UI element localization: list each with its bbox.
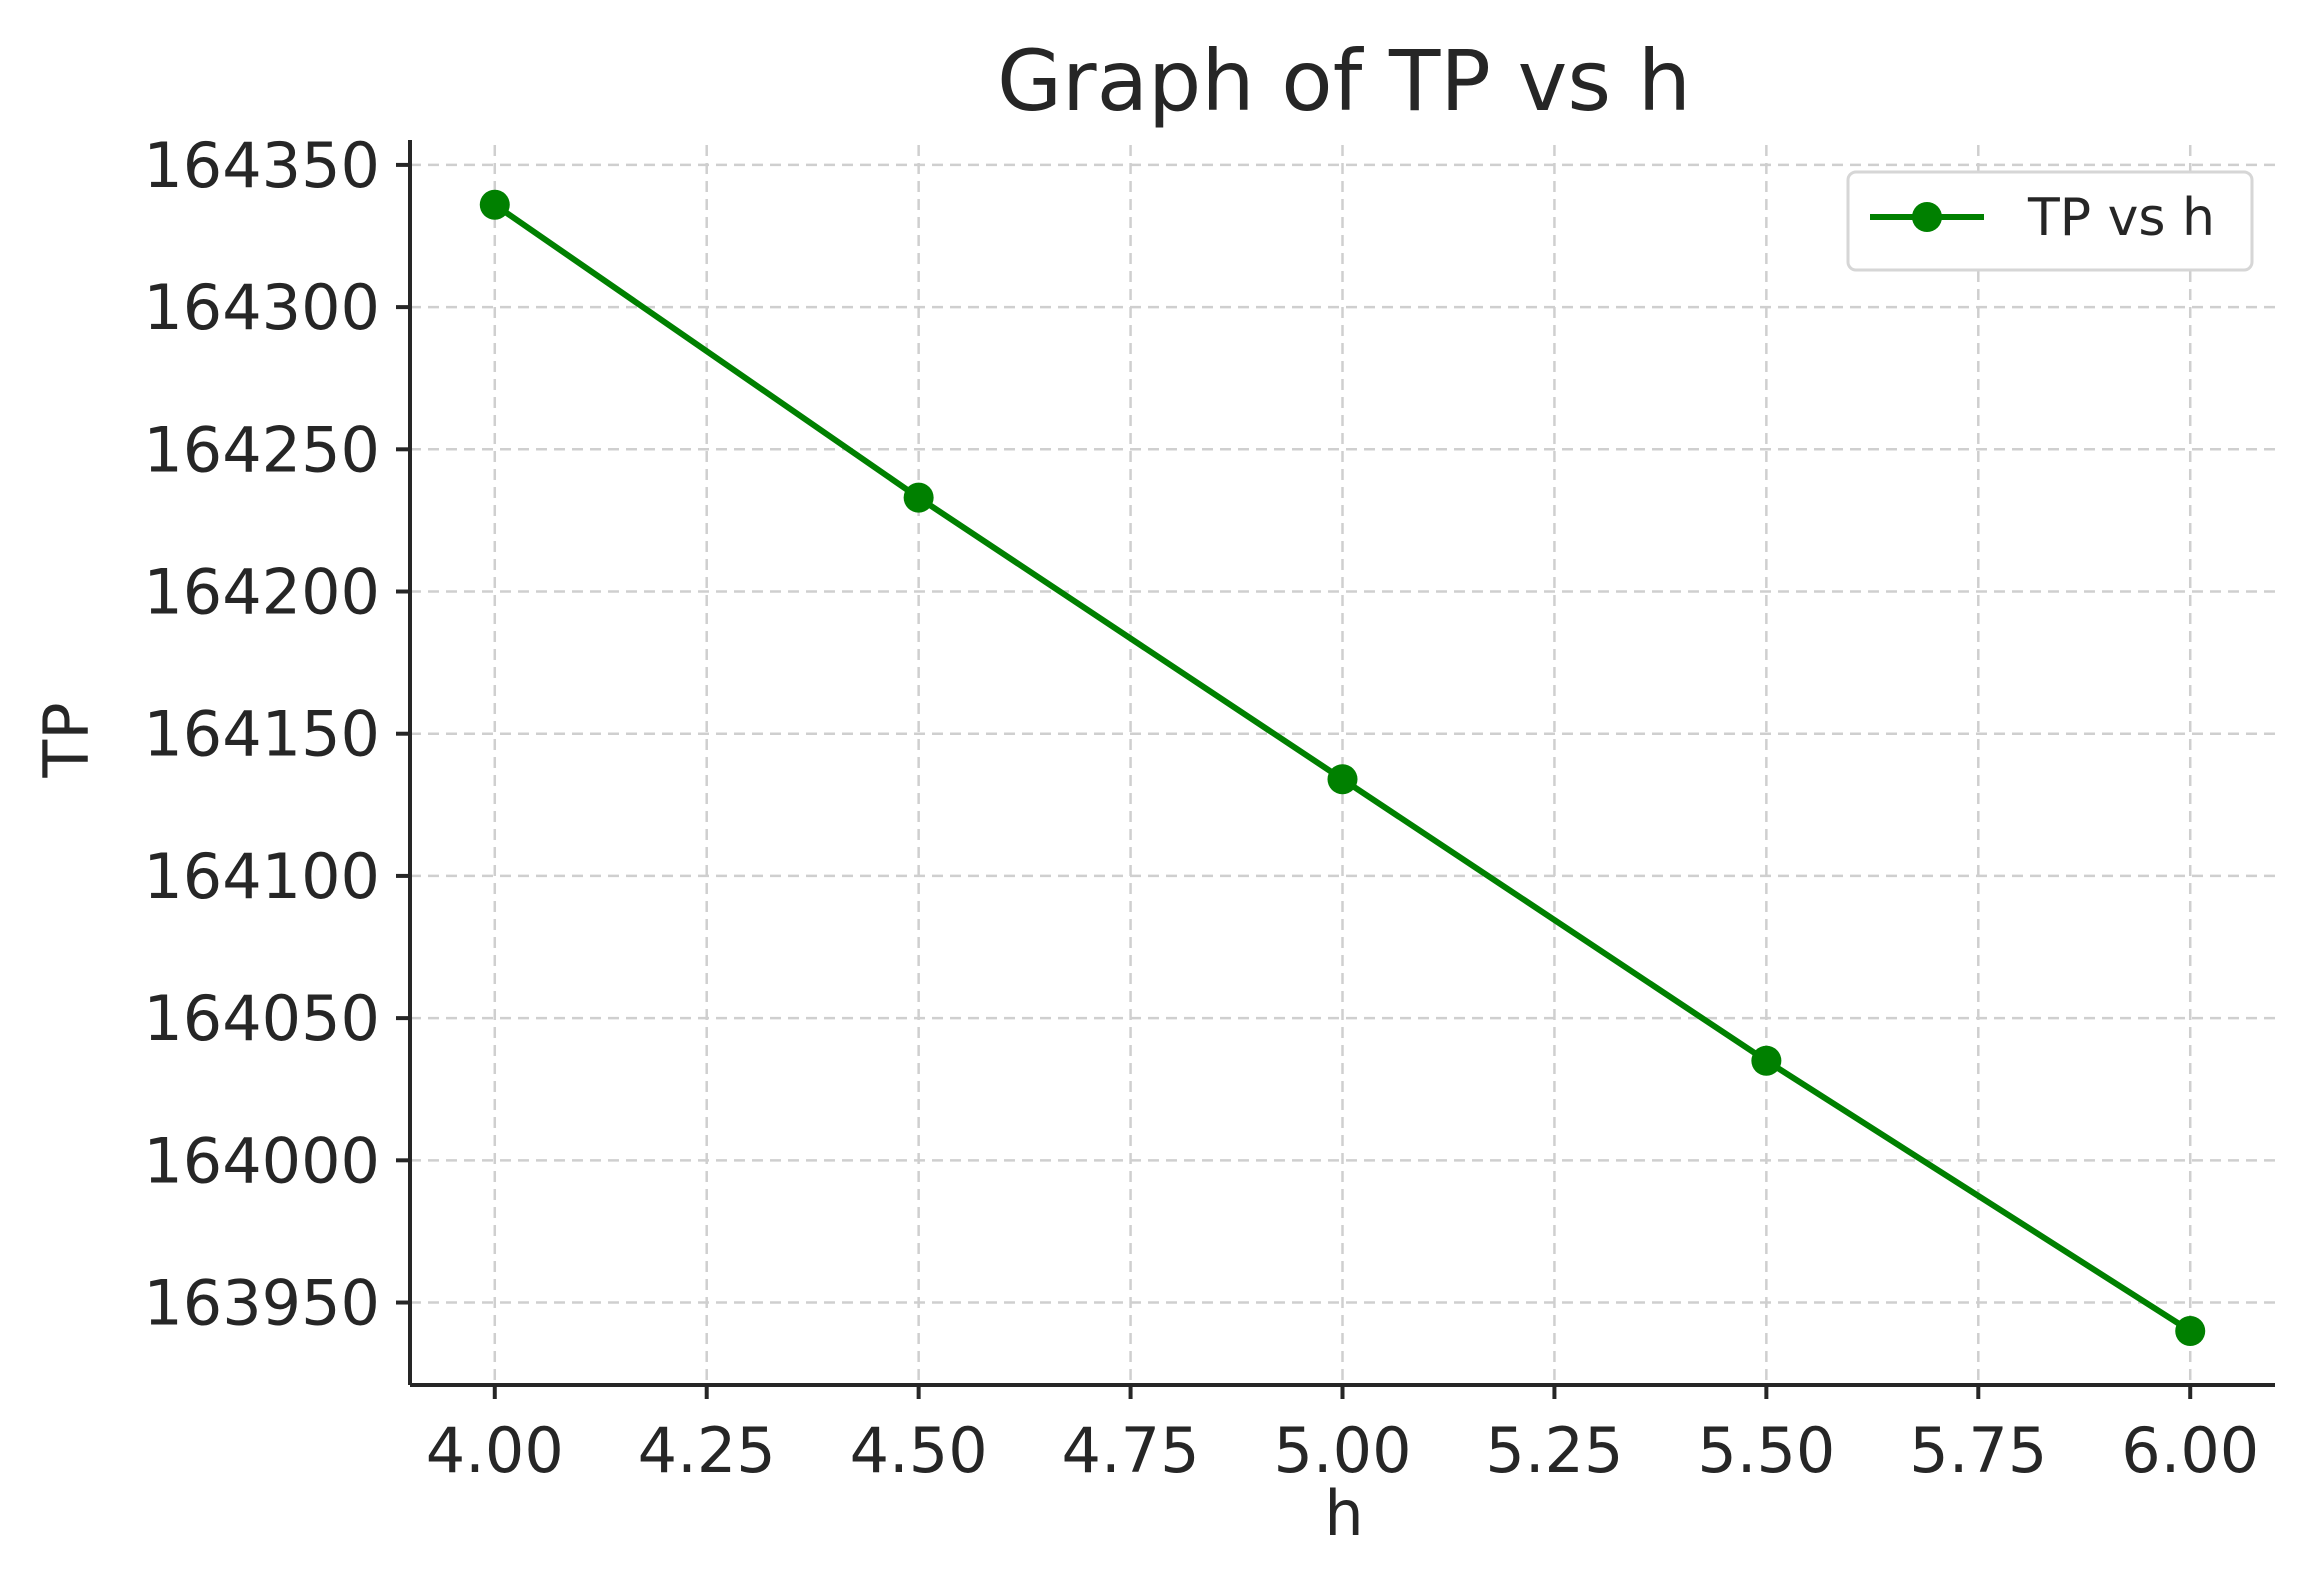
legend-box [1846, 170, 2254, 272]
y-tick-label: 164000 [143, 1124, 380, 1197]
data-point [903, 482, 934, 513]
y-tick-label: 164300 [143, 271, 380, 344]
legend: TP vs h [1846, 170, 2254, 272]
legend-label: TP vs h [2027, 188, 2215, 248]
x-tick-label: 5.75 [1909, 1414, 2047, 1487]
data-point [2175, 1315, 2206, 1346]
data-point [1751, 1045, 1782, 1076]
x-tick-label: 5.25 [1485, 1414, 1623, 1487]
grid [410, 145, 2275, 1385]
chart-title: Graph of TP vs h [997, 32, 1691, 130]
y-tick-label: 164200 [143, 556, 380, 629]
y-tick-label: 164100 [143, 840, 380, 913]
x-tick-label: 4.25 [638, 1414, 776, 1487]
series [479, 189, 2206, 1346]
data-point [1327, 764, 1358, 795]
y-axis-label: TP [30, 702, 103, 778]
axes [396, 140, 2275, 1399]
y-tick-label: 164150 [143, 698, 380, 771]
x-tick-label: 4.00 [426, 1414, 564, 1487]
y-tick-label: 164050 [143, 982, 380, 1055]
x-tick-label: 5.00 [1273, 1414, 1411, 1487]
legend-marker-swatch [1912, 202, 1942, 232]
x-tick-label: 5.50 [1697, 1414, 1835, 1487]
y-tick-label: 163950 [143, 1267, 380, 1340]
x-tick-label: 4.50 [850, 1414, 988, 1487]
y-tick-label: 164350 [143, 129, 380, 202]
x-axis-label: h [1324, 1477, 1363, 1550]
data-point [479, 189, 510, 220]
x-tick-label: 6.00 [2121, 1414, 2259, 1487]
y-tick-label: 164250 [143, 413, 380, 486]
x-tick-label: 4.75 [1062, 1414, 1200, 1487]
tick-labels: 4.00 4.25 4.50 4.75 5.00 5.25 5.50 5.75 6.00 1639… [143, 129, 2259, 1487]
